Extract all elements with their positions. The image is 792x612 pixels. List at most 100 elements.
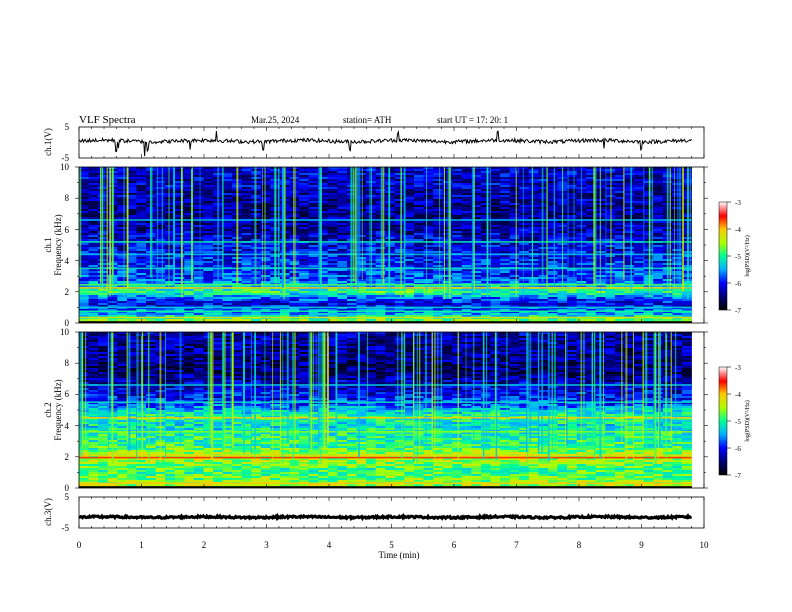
spectrogram-cell xyxy=(519,189,530,191)
spectrogram-cell xyxy=(394,205,405,207)
spectrogram-cell xyxy=(653,175,664,177)
spectrogram-cell xyxy=(356,187,367,189)
spectrogram-cell xyxy=(653,185,664,187)
spectrogram-cell xyxy=(155,281,166,283)
spectrogram-cell xyxy=(184,243,195,245)
spectrogram-cell xyxy=(614,279,625,281)
spectrogram-cell xyxy=(203,169,214,171)
spectrogram-cell xyxy=(184,201,195,203)
spectrogram-cell xyxy=(241,243,252,245)
spectrogram-cell xyxy=(528,233,539,235)
spectrogram-cell xyxy=(126,295,137,297)
spectrogram-cell xyxy=(624,293,635,295)
spectrogram-cell xyxy=(79,235,89,237)
spectrogram-cell xyxy=(251,305,262,307)
spectrogram-cell xyxy=(653,231,664,233)
spectrogram-cell xyxy=(117,293,128,295)
spectrogram-cell xyxy=(203,319,214,321)
spectrogram-cell xyxy=(203,187,214,189)
spectrogram-cell xyxy=(414,243,424,245)
spectrogram-cell xyxy=(624,189,635,191)
spectrogram-cell xyxy=(270,315,281,317)
spectrogram-cell xyxy=(193,305,204,307)
spectrogram-cell xyxy=(241,229,252,231)
spectrogram-cell xyxy=(586,189,597,191)
spectrogram-cell xyxy=(394,185,405,187)
spectrogram-cell xyxy=(586,285,597,287)
spectrogram-cell xyxy=(251,297,262,299)
spectrogram-cell xyxy=(165,295,176,297)
ch1-waveform-ylabel: ch.1(V) xyxy=(43,128,53,156)
spectrogram-cell xyxy=(289,313,300,315)
spectrogram-cell xyxy=(126,193,137,195)
spectrogram-cell xyxy=(232,289,243,291)
spectrogram-cell xyxy=(681,213,692,215)
spectrogram-cell xyxy=(471,279,482,281)
spectrogram-cell xyxy=(356,297,367,299)
spectrogram-cell xyxy=(404,201,415,203)
spectrogram-cell xyxy=(126,171,137,173)
spectrogram-cell xyxy=(643,173,654,175)
spectrogram-cell xyxy=(605,293,616,295)
spectrogram-cell xyxy=(567,201,578,203)
spectrogram-cell xyxy=(634,221,645,223)
spectrogram-cell xyxy=(404,305,415,307)
spectrogram-cell xyxy=(174,277,185,279)
spectrogram-cell xyxy=(433,185,444,187)
spectrogram-cell xyxy=(519,209,530,211)
spectrogram-cell xyxy=(117,189,128,191)
spectrogram-cell xyxy=(681,175,692,177)
spectrogram-cell xyxy=(155,285,166,287)
spectrogram-cell xyxy=(203,177,214,179)
spectrogram-cell xyxy=(117,281,128,283)
spectrogram-cell xyxy=(337,295,348,297)
spectrogram-cell xyxy=(327,249,338,251)
spectrogram-cell xyxy=(251,293,262,295)
spectrogram-cell xyxy=(155,199,166,201)
spectrogram-cell xyxy=(79,179,89,181)
spectrogram-cell xyxy=(643,203,654,205)
spectrogram-cell xyxy=(414,295,424,297)
spectrogram-cell xyxy=(452,239,463,241)
spectrogram-cell xyxy=(653,233,664,235)
spectrogram-cell xyxy=(547,225,558,227)
spectrogram-cell xyxy=(624,289,635,291)
spectrogram-cell xyxy=(624,303,635,305)
spectrogram-cell xyxy=(193,171,204,173)
spectrogram-cell xyxy=(452,177,463,179)
spectrogram-cell xyxy=(509,211,520,213)
spectrogram-cell xyxy=(318,263,329,265)
spectrogram-cell xyxy=(624,201,635,203)
spectrogram-cell xyxy=(222,167,233,169)
spectrogram-cell xyxy=(79,209,89,211)
spectrogram-cell xyxy=(222,185,233,187)
spectrogram-cell xyxy=(385,173,396,175)
spectrogram-cell xyxy=(461,259,472,261)
spectrogram-cell xyxy=(452,221,463,223)
spectrogram-cell xyxy=(356,291,367,293)
spectrogram-cell xyxy=(681,309,692,311)
spectrogram-cell xyxy=(452,263,463,265)
spectrogram-cell xyxy=(222,245,233,247)
spectrogram-cell xyxy=(404,239,415,241)
spectrogram-cell xyxy=(356,273,367,275)
spectrogram-cell xyxy=(567,273,578,275)
spectrogram-cell xyxy=(117,305,128,307)
spectrogram-cell xyxy=(614,211,625,213)
spectrogram-cell xyxy=(327,277,338,279)
spectrogram-cell xyxy=(414,309,424,311)
spectrogram-cell xyxy=(117,315,128,317)
spectrogram-cell xyxy=(404,231,415,233)
spectrogram-cell xyxy=(404,297,415,299)
spectrogram-cell xyxy=(614,233,625,235)
spectrogram-cell xyxy=(165,255,176,257)
spectrogram-cell xyxy=(251,313,262,315)
spectrogram-cell xyxy=(547,291,558,293)
spectrogram-cell xyxy=(126,231,137,233)
spectrogram-cell xyxy=(375,277,386,279)
spectrogram-cell xyxy=(423,295,434,297)
spectrogram-cell xyxy=(146,299,156,301)
spectrogram-cell xyxy=(500,185,511,187)
spectrogram-cell xyxy=(452,313,463,315)
spectrogram-cell xyxy=(509,209,520,211)
